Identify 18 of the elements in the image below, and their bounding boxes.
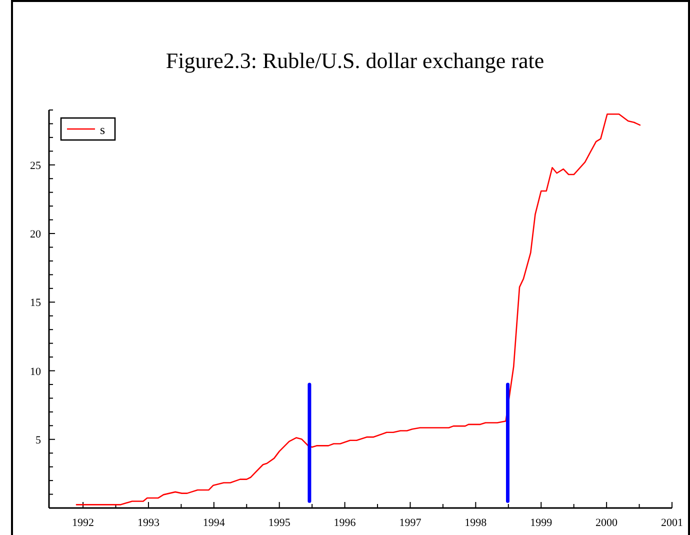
- x-tick-label: 2000: [596, 517, 618, 529]
- x-tick-label: 2001: [661, 517, 683, 529]
- x-tick-label: 1999: [530, 517, 553, 529]
- x-tick-label: 1995: [268, 517, 291, 529]
- y-tick-label: 5: [36, 434, 42, 446]
- x-tick-label: 1994: [202, 517, 226, 529]
- line-series: [76, 113, 641, 506]
- y-tick-label: 15: [30, 297, 42, 310]
- y-tick-label: 25: [30, 160, 42, 172]
- chart-title: Figure2.3: Ruble/U.S. dollar exchange rate: [166, 48, 544, 73]
- x-tick-label: 1996: [334, 517, 356, 529]
- x-tick-label: 1997: [399, 517, 422, 529]
- y-tick-label: 20: [30, 228, 42, 241]
- x-tick-label: 1998: [464, 517, 488, 529]
- x-tick-label: 1993: [137, 517, 160, 529]
- x-tick-label: 1992: [72, 517, 94, 529]
- legend-label: s: [100, 122, 106, 137]
- y-tick-label: 10: [30, 366, 42, 378]
